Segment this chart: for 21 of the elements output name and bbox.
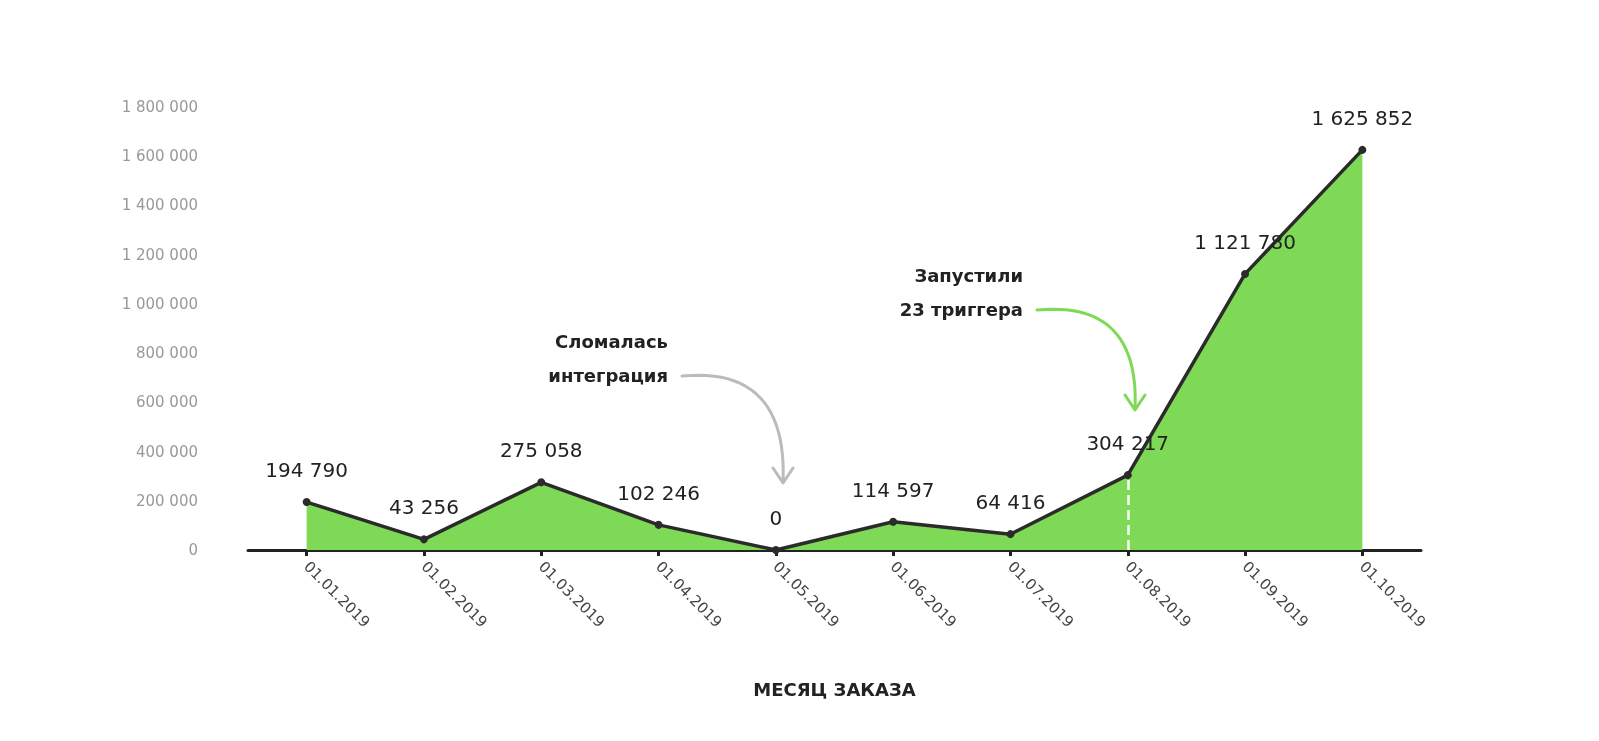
annotation: Запустили 23 триггера: [899, 264, 1023, 320]
data-label: 275 058: [499, 438, 583, 463]
y-tick-label: 200 000: [135, 491, 198, 510]
y-tick-label: 400 000: [135, 442, 198, 461]
y-tick-label: 1 200 000: [121, 245, 198, 264]
y-tick-label: 600 000: [135, 393, 198, 412]
y-tick-label: 1 800 000: [121, 98, 198, 116]
data-label: 64 416: [975, 490, 1046, 515]
data-label: 194 790: [265, 458, 349, 483]
y-tick-label: 800 000: [135, 344, 198, 363]
data-label: 1 625 852: [1311, 105, 1414, 130]
data-label: 43 256: [388, 495, 459, 520]
data-label: 102 246: [617, 480, 700, 505]
y-tick-label: 0: [188, 541, 198, 559]
data-label: 114 597: [851, 477, 935, 502]
annotation: Сломалась интеграция: [548, 330, 668, 386]
y-tick-label: 1 600 000: [121, 147, 198, 166]
y-tick-label: 1 400 000: [121, 196, 198, 215]
x-axis-title: МЕСЯЦ ЗАКАЗА: [753, 678, 916, 700]
data-label: 0: [769, 506, 783, 530]
y-tick-label: 1 000 000: [121, 294, 198, 313]
